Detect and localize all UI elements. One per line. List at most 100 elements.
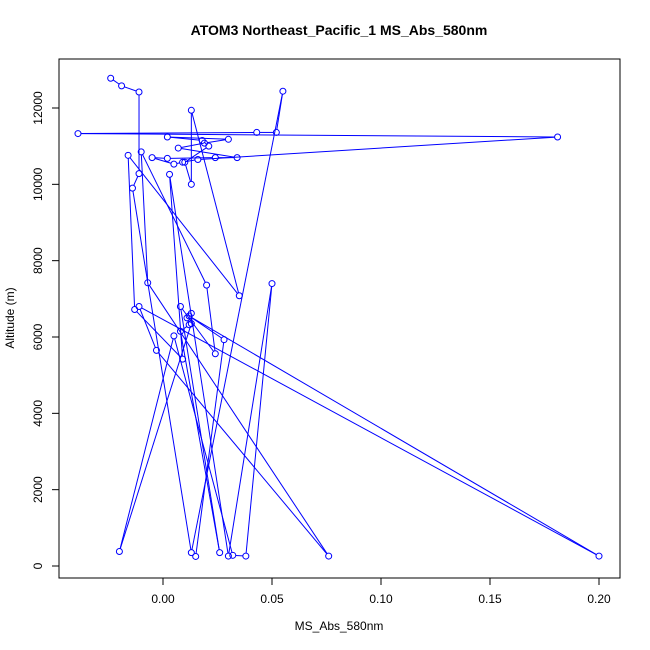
x-tick-label: 0.15 <box>478 592 502 606</box>
y-tick-label: 6000 <box>31 323 45 350</box>
data-point <box>216 549 224 557</box>
data-point <box>115 547 123 555</box>
data-point <box>220 336 228 344</box>
series-segment <box>207 139 226 144</box>
data-point <box>137 148 145 156</box>
data-point <box>176 327 184 335</box>
data-point <box>174 144 182 152</box>
series-segment <box>191 317 597 555</box>
data-point <box>187 106 195 114</box>
data-point <box>74 130 82 138</box>
data-point <box>131 306 139 314</box>
series-line <box>80 79 597 557</box>
data-point <box>183 314 191 322</box>
series-points <box>74 74 603 560</box>
data-point <box>279 87 287 95</box>
y-tick-label: 10000 <box>31 167 45 201</box>
series-segment <box>139 309 156 348</box>
chart-title: ATOM3 Northeast_Pacific_1 MS_Abs_580nm <box>191 22 488 38</box>
series-segment <box>200 136 555 160</box>
series-segment <box>132 191 192 550</box>
data-point <box>185 321 193 329</box>
series-segment <box>169 177 183 357</box>
data-point <box>181 158 189 166</box>
series-segment <box>154 157 172 164</box>
data-point <box>135 170 143 178</box>
series-segment <box>170 136 226 140</box>
data-point <box>135 88 143 96</box>
series-segment <box>181 148 235 158</box>
data-point <box>554 133 562 141</box>
series-segment <box>129 157 238 294</box>
data-point <box>179 355 187 363</box>
series-segment <box>140 154 149 280</box>
series-segment <box>80 133 555 138</box>
x-tick-label: 0.10 <box>369 592 393 606</box>
series-segment <box>180 309 220 550</box>
data-point <box>198 136 206 144</box>
series-segment <box>119 326 191 549</box>
data-point <box>148 154 156 162</box>
series-segment <box>142 154 206 283</box>
series-segment <box>276 94 283 130</box>
series-segment <box>187 147 207 161</box>
data-point <box>163 133 171 141</box>
data-point <box>176 302 184 310</box>
y-axis: 0 2000 4000 6000 8000 10000 12000 <box>31 91 60 569</box>
y-axis-label: Altitude (m) <box>3 287 17 348</box>
series-segment <box>174 338 233 553</box>
series-segment <box>206 288 216 351</box>
data-point <box>253 128 261 136</box>
data-point <box>170 332 178 340</box>
series-segment <box>141 307 597 556</box>
data-point <box>107 74 115 82</box>
data-point <box>144 279 152 287</box>
data-point <box>211 350 219 358</box>
x-tick-label: 0.20 <box>587 592 611 606</box>
series-segment <box>158 352 328 555</box>
y-tick-label: 8000 <box>31 247 45 274</box>
series-segment <box>124 86 137 92</box>
series-segment <box>148 285 328 554</box>
data-point <box>233 154 241 162</box>
data-point <box>192 552 200 560</box>
series-segment <box>195 342 225 554</box>
series-segment <box>119 338 174 549</box>
data-point <box>235 292 243 300</box>
series-segment <box>191 317 222 339</box>
data-point <box>224 552 232 560</box>
series-segment <box>185 164 191 182</box>
y-tick-label: 12000 <box>31 91 45 125</box>
data-point <box>187 549 195 557</box>
y-tick-label: 2000 <box>31 476 45 503</box>
data-point <box>268 280 276 288</box>
series-segment <box>228 286 273 554</box>
series-segment <box>182 326 188 330</box>
data-point <box>211 154 219 162</box>
data-point <box>272 128 280 136</box>
series-segment <box>185 159 196 163</box>
series-segment <box>245 286 273 554</box>
data-point <box>187 180 195 188</box>
data-point <box>128 184 136 192</box>
series-segment <box>133 176 139 186</box>
y-tick-label: 4000 <box>31 400 45 427</box>
series-segment <box>127 158 136 307</box>
data-point <box>118 82 126 90</box>
x-tick-label: 0.00 <box>151 592 175 606</box>
series-segment <box>191 113 240 294</box>
x-axis-label: MS_Abs_580nm <box>295 619 384 633</box>
x-axis: 0.00 0.05 0.10 0.15 0.20 <box>151 577 611 606</box>
data-point <box>152 346 160 354</box>
x-tick-label: 0.05 <box>260 592 284 606</box>
data-point <box>166 170 174 178</box>
series-segment <box>169 177 229 554</box>
series-segment <box>170 136 200 141</box>
data-point <box>203 281 211 289</box>
data-point <box>179 158 187 166</box>
data-point <box>124 151 132 159</box>
data-point <box>194 156 202 164</box>
series-segment <box>180 334 220 550</box>
y-tick-label: 0 <box>31 562 45 569</box>
